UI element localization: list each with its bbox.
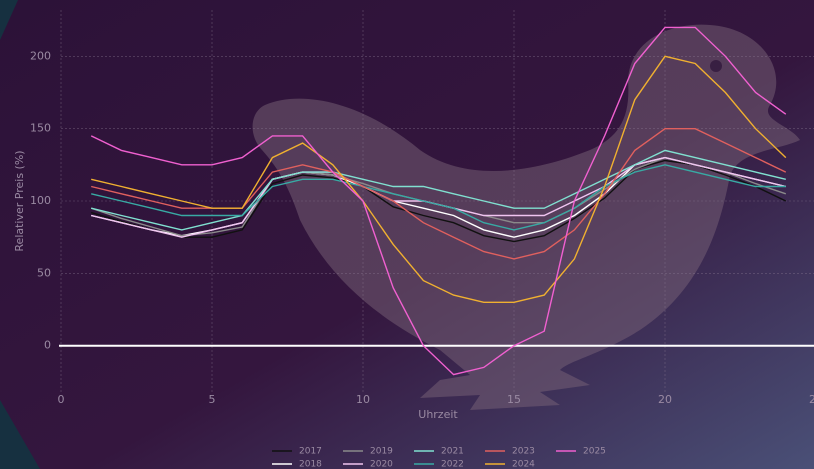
legend-label: 2023	[512, 447, 535, 457]
x-tick-label: 5	[209, 393, 216, 406]
y-tick-label: 0	[44, 339, 51, 352]
y-tick-label: 150	[30, 122, 51, 135]
legend-label: 2025	[583, 447, 606, 457]
legend-label: 2021	[441, 447, 464, 457]
legend-label: 2022	[441, 460, 464, 469]
y-tick-label: 50	[37, 266, 51, 279]
series-line	[91, 127, 787, 260]
series-line	[91, 55, 787, 303]
duck-eye	[710, 60, 722, 72]
series-line	[91, 159, 787, 243]
x-tick-label: 15	[507, 393, 521, 406]
x-tick-label: 20	[658, 393, 672, 406]
legend-label: 2020	[370, 460, 393, 469]
y-tick-label: 100	[30, 194, 51, 207]
x-tick-label: 0	[58, 393, 65, 406]
x-tick-label: 10	[356, 393, 370, 406]
y-tick-label: 200	[30, 49, 51, 62]
series-line	[91, 164, 786, 231]
legend-label: 2017	[299, 447, 322, 457]
duck-silhouette	[252, 24, 800, 411]
series-line	[91, 149, 786, 231]
legend-label: 2019	[370, 447, 393, 457]
y-axis-label: Relativer Preis (%)	[13, 150, 26, 251]
series-line	[90, 26, 787, 376]
legend-label: 2018	[299, 460, 322, 469]
legend-label: 2024	[512, 460, 535, 469]
x-tick-label: 25	[809, 393, 814, 406]
x-axis-label: Uhrzeit	[418, 408, 458, 421]
corner-decor	[0, 0, 40, 469]
